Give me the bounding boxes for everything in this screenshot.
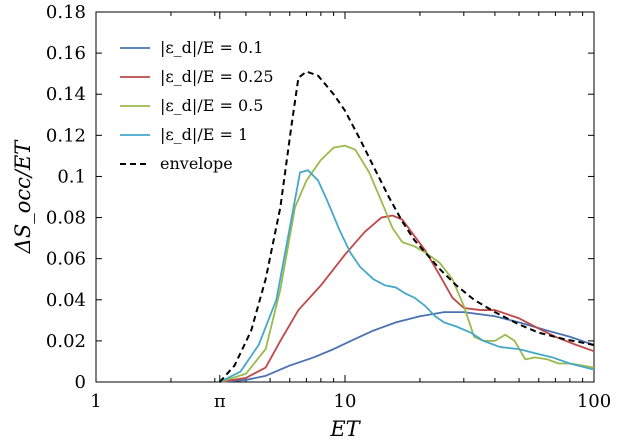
legend: |ε_d|/E = 0.1 |ε_d|/E = 0.25 |ε_d|/E = 0.5… (120, 38, 274, 173)
y-tick-label: 0.14 (46, 84, 86, 105)
tick-labels: 0 0.02 0.04 0.06 0.08 0.1 0.12 0.14 0.16 0.18 1 π 10… (46, 2, 611, 412)
series-line (219, 214, 595, 383)
series-line (219, 311, 595, 383)
legend-label: envelope (160, 154, 233, 173)
x-axis-title: ET (329, 417, 361, 441)
y-tick-label: 0.06 (46, 249, 86, 270)
y-tick-label: 0 (75, 372, 86, 393)
legend-label: |ε_d|/E = 1 (160, 125, 248, 144)
legend-label: |ε_d|/E = 0.1 (160, 38, 263, 57)
x-tick-label: π (214, 391, 226, 412)
series-line (219, 144, 595, 383)
y-tick-label: 0.02 (46, 331, 86, 352)
y-tick-label: 0.04 (46, 290, 86, 311)
tick-marks (95, 11, 595, 383)
series-line (218, 70, 595, 383)
legend-label: |ε_d|/E = 0.5 (160, 96, 263, 115)
y-tick-label: 0.18 (46, 2, 86, 23)
y-tick-label: 0.12 (46, 125, 86, 146)
x-tick-label: 100 (577, 391, 611, 412)
y-axis-title: ΔS_occ/ET (11, 139, 35, 255)
x-tick-label: 10 (334, 391, 357, 412)
x-tick-label: 1 (90, 391, 101, 412)
legend-label: |ε_d|/E = 0.25 (160, 67, 274, 86)
y-tick-label: 0.1 (57, 166, 86, 187)
y-tick-label: 0.08 (46, 208, 86, 229)
y-tick-label: 0.16 (46, 43, 86, 64)
series-line (219, 169, 595, 383)
series-lines (218, 70, 595, 383)
